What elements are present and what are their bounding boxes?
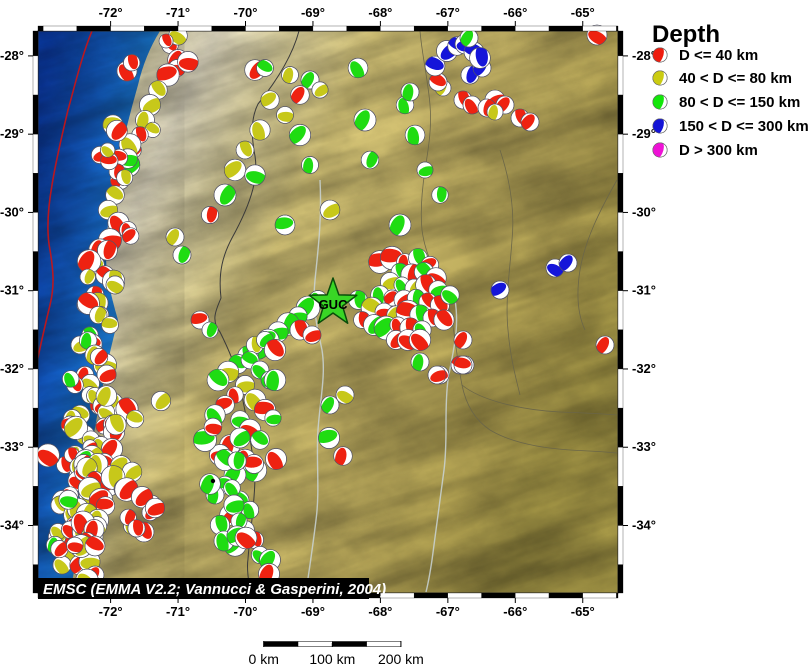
svg-text:-66°: -66° <box>503 604 527 619</box>
svg-text:-70°: -70° <box>234 604 258 619</box>
svg-text:-68°: -68° <box>368 604 392 619</box>
svg-text:-71°: -71° <box>166 5 190 20</box>
svg-text:-65°: -65° <box>571 604 595 619</box>
svg-text:-34°: -34° <box>0 518 24 533</box>
svg-text:-72°: -72° <box>99 5 123 20</box>
svg-text:-72°: -72° <box>99 604 123 619</box>
svg-text:200 km: 200 km <box>378 651 424 667</box>
svg-text:-30°: -30° <box>0 204 24 219</box>
svg-text:-30°: -30° <box>632 204 656 219</box>
svg-text:-29°: -29° <box>632 126 656 141</box>
svg-text:-31°: -31° <box>0 283 24 298</box>
svg-text:-71°: -71° <box>166 604 190 619</box>
svg-text:-31°: -31° <box>632 283 656 298</box>
svg-text:0 km: 0 km <box>249 651 279 667</box>
svg-text:-33°: -33° <box>0 439 24 454</box>
svg-text:-68°: -68° <box>368 5 392 20</box>
svg-text:D > 300 km: D > 300 km <box>679 142 758 159</box>
svg-text:-32°: -32° <box>0 361 24 376</box>
svg-text:150 < D <= 300 km: 150 < D <= 300 km <box>679 118 809 135</box>
svg-text:-70°: -70° <box>234 5 258 20</box>
svg-text:-28°: -28° <box>632 48 656 63</box>
svg-text:-67°: -67° <box>436 5 460 20</box>
svg-text:-69°: -69° <box>301 5 325 20</box>
svg-text:80 < D <= 150 km: 80 < D <= 150 km <box>679 94 800 111</box>
svg-text:-29°: -29° <box>0 126 24 141</box>
svg-text:-34°: -34° <box>632 518 656 533</box>
svg-text:40 < D <= 80 km: 40 < D <= 80 km <box>679 70 792 87</box>
svg-text:Depth: Depth <box>652 21 720 48</box>
svg-text:-69°: -69° <box>301 604 325 619</box>
svg-text:-65°: -65° <box>571 5 595 20</box>
svg-text:100 km: 100 km <box>309 651 355 667</box>
svg-text:-66°: -66° <box>503 5 527 20</box>
svg-text:-67°: -67° <box>436 604 460 619</box>
svg-text:D <= 40 km: D <= 40 km <box>679 47 758 64</box>
svg-text:-33°: -33° <box>632 439 656 454</box>
svg-text:-28°: -28° <box>0 48 24 63</box>
svg-text:EMSC (EMMA V2.2; Vannucci & Ga: EMSC (EMMA V2.2; Vannucci & Gasperini, 2… <box>43 581 386 598</box>
svg-text:-32°: -32° <box>632 361 656 376</box>
svg-text:GUC: GUC <box>319 297 349 312</box>
